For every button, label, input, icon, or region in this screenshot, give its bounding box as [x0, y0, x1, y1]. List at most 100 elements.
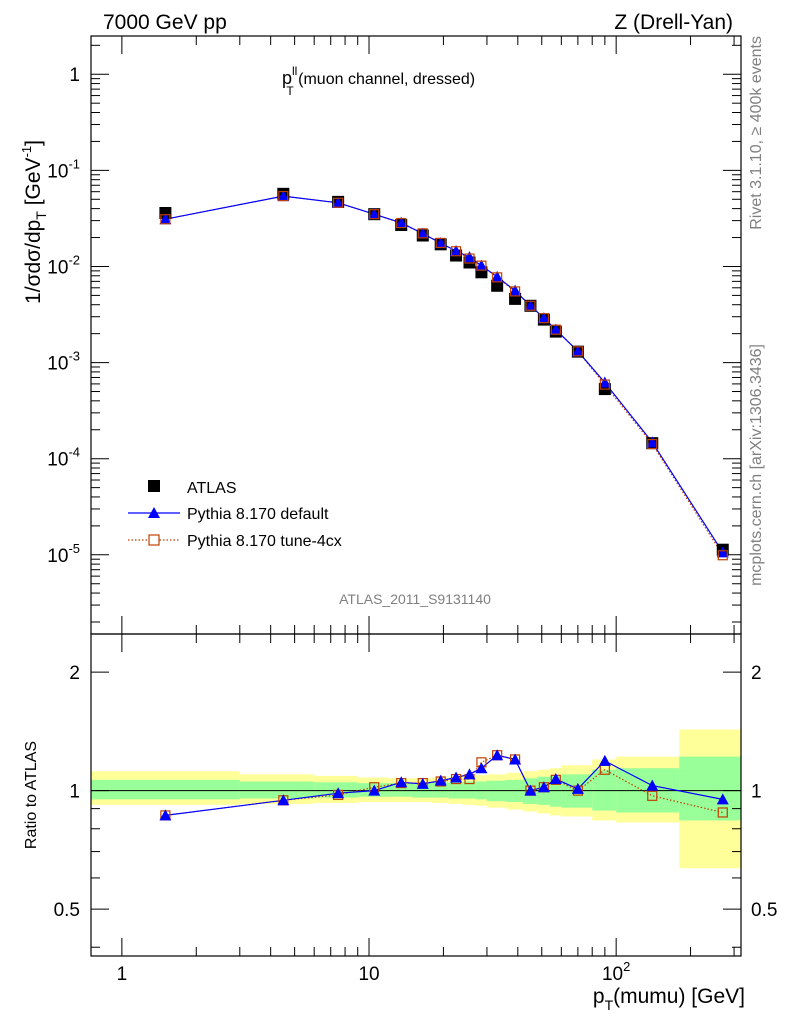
x-tick-base: 10 [602, 964, 623, 985]
plot-title-rest: (muon channel, dressed) [294, 71, 475, 88]
legend-marker-atlas [148, 480, 160, 492]
default-point [646, 436, 659, 448]
default-point [332, 196, 345, 208]
ratio-default-point [491, 749, 504, 761]
main-y-label-close: ] [22, 140, 45, 146]
ratio-default-point [434, 774, 447, 786]
tune-point [525, 300, 536, 311]
default-point [716, 546, 729, 558]
default-point [450, 244, 463, 256]
ratio-default-point [598, 754, 611, 766]
legend-marker-tune [148, 534, 160, 546]
ratio-frame [90, 633, 742, 957]
ratio-y-tick-label-right: 1 [751, 782, 762, 803]
x-axis-label: pT(mumu) [GeV] [593, 985, 745, 1013]
tune-point [396, 217, 407, 229]
ratio-default-point [571, 782, 584, 794]
tune-point [450, 246, 462, 257]
main-y-label-unit: [GeV [22, 157, 45, 211]
ratio-default-point [475, 762, 488, 774]
analysis-watermark: ATLAS_2011_S9131140 [339, 591, 491, 607]
mcplots-label: mcplots.cern.ch [arXiv:1306.3436] [748, 344, 765, 586]
tune-point [278, 190, 289, 202]
main-y-tick-label: 10-2 [47, 252, 80, 278]
tune-point [435, 237, 446, 248]
x-tick-label: 10 [358, 964, 379, 985]
main-y-tick-exp: -2 [68, 252, 80, 267]
default-point [463, 251, 476, 263]
default-point [598, 376, 611, 388]
main-y-axis-label: 1/σdσ/dpT [GeV-1] [19, 140, 49, 304]
main-y-tick-base: 10 [47, 546, 68, 567]
x-tick-base: 1 [117, 964, 128, 985]
tune-point [550, 324, 561, 335]
tune-point [509, 286, 521, 297]
main-y-tick-base: 10 [47, 450, 68, 471]
default-point [395, 216, 408, 228]
tune-point [647, 438, 658, 450]
main-panel: 10-510-410-310-210-11 pll T (muon channel… [19, 35, 742, 635]
ratio-default-point [368, 784, 381, 796]
default-point [549, 323, 562, 335]
ratio-default-point [416, 777, 429, 789]
x-tick-label: 1 [117, 964, 128, 985]
ratio-band-inner [239, 781, 315, 799]
main-y-tick-exp: -3 [68, 349, 80, 364]
plot-title: pll T (muon channel, dressed) [282, 64, 475, 98]
ratio-y-axis-label: Ratio to ATLAS [23, 741, 40, 849]
tune-point [333, 197, 344, 208]
main-y-tick-base: 1 [69, 65, 80, 86]
tune-point [417, 228, 428, 239]
main-y-tick-base: 10 [47, 161, 68, 182]
ratio-band-inner [679, 756, 741, 821]
default-point [537, 312, 550, 324]
ratio-default-point [646, 779, 659, 791]
default-point [277, 190, 290, 202]
process-label: Z (Drell-Yan) [614, 11, 733, 34]
ratio-default-point [716, 793, 729, 805]
energy-label: 7000 GeV pp [103, 11, 227, 34]
tune-point [492, 272, 503, 283]
ratio-y-tick-label: 2 [69, 663, 80, 684]
plot-title-sub: T [286, 84, 294, 98]
ratio-default-point [524, 784, 537, 796]
legend-label-tune: Pythia 8.170 tune-4cx [187, 533, 342, 550]
legend-label-atlas: ATLAS [187, 480, 237, 497]
ratio-band-inner [462, 781, 476, 799]
main-y-tick-base: 10 [47, 257, 68, 278]
ratio-default-point [159, 809, 172, 821]
tune-point [538, 313, 549, 324]
tune-point [160, 214, 171, 225]
plot-title-p: p [282, 68, 292, 88]
main-y-tick-exp: -5 [68, 541, 80, 556]
legend-label-default: Pythia 8.170 default [187, 506, 329, 523]
default-point [416, 227, 429, 239]
legend: ATLAS Pythia 8.170 default Pythia 8.170 … [128, 480, 342, 550]
main-y-label-sup: -1 [19, 146, 34, 158]
tune-point [464, 253, 475, 264]
ratio-panel: 0.5 0.51 12 2 1 10 102 Ratio to ATLAS pT(mumu… [23, 633, 777, 1013]
ratio-y-tick-label-right: 2 [751, 663, 762, 684]
main-y-tick-label: 10-5 [47, 541, 80, 567]
main-y-tick-base: 10 [47, 354, 68, 375]
ratio-band-inner [550, 775, 562, 807]
x-label-rest: (mumu) [GeV] [613, 985, 745, 1008]
tune-point [476, 260, 487, 271]
atlas-point [159, 207, 172, 220]
rivet-label: Rivet 3.1.10, ≥ 400k events [748, 36, 765, 230]
main-y-tick-label: 10-1 [47, 156, 80, 182]
main-y-tick-label: 1 [69, 65, 80, 86]
tune-point [717, 550, 728, 561]
x-label-sub: T [605, 997, 614, 1013]
x-tick-base: 10 [358, 964, 379, 985]
ratio-y-tick-label-right: 0.5 [751, 900, 777, 921]
ratio-y-tick-label: 1 [69, 782, 80, 803]
ratio-y-tick-label: 0.5 [54, 900, 80, 921]
ratio-band-inner [91, 779, 240, 800]
tune-point [599, 379, 610, 390]
ratio-default-point [395, 776, 408, 788]
x-label-p: p [593, 985, 605, 1008]
default-point [368, 208, 381, 220]
main-y-tick-exp: -4 [68, 445, 80, 460]
